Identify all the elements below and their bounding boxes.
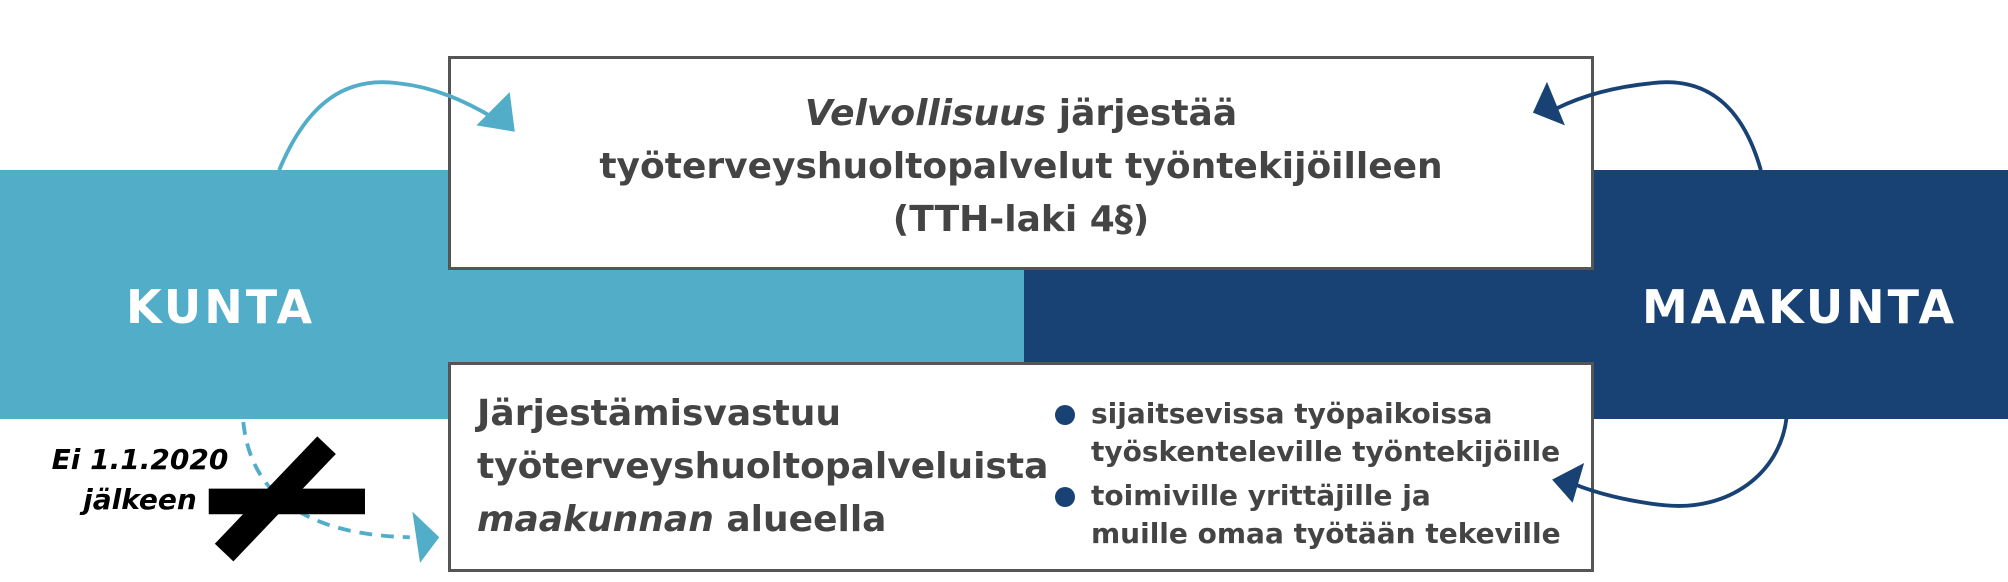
obligation-line3: (TTH-laki 4§) bbox=[892, 199, 1150, 240]
arrowhead-icon bbox=[1552, 463, 1585, 503]
crossed-note-line1: Ei 1.1.2020 bbox=[51, 443, 229, 476]
arrowhead-icon bbox=[476, 92, 515, 132]
responsibility-emphasis: maakunnan bbox=[477, 499, 714, 540]
bullet-item: toimiville yrittäjille ja muille omaa ty… bbox=[1051, 477, 1561, 553]
responsibility-line3: alueella bbox=[713, 499, 887, 540]
crossed-note-line2: jälkeen bbox=[83, 483, 197, 516]
crossed-note: Ei 1.1.2020 jälkeen bbox=[40, 440, 240, 520]
bullet-dot-icon bbox=[1055, 405, 1075, 425]
bullet-dot-icon bbox=[1055, 487, 1075, 507]
bullet-item: sijaitsevissa työpaikoissa työskentelevi… bbox=[1051, 395, 1561, 471]
obligation-line2: työterveyshuoltopalvelut työntekijöillee… bbox=[599, 146, 1443, 187]
kunta-label: KUNTA bbox=[126, 280, 316, 334]
maakunta-to-bottom-arrow-icon bbox=[1571, 418, 1789, 508]
bullet-line: toimiville yrittäjille ja bbox=[1091, 479, 1431, 512]
maakunta-label: MAAKUNTA bbox=[1642, 280, 1958, 334]
responsibility-box: Järjestämisvastuu työterveyshuoltopalvel… bbox=[448, 362, 1594, 572]
arrowhead-icon bbox=[412, 511, 440, 563]
obligation-emphasis: Velvollisuus bbox=[804, 93, 1047, 134]
obligation-box: Velvollisuus järjestää työterveyshuoltop… bbox=[448, 56, 1594, 270]
kunta-to-top-arrow-icon bbox=[277, 80, 495, 171]
arrowhead-icon bbox=[1532, 81, 1565, 126]
obligation-line1: järjestää bbox=[1046, 93, 1238, 134]
bullet-line: muille omaa työtään tekeville bbox=[1091, 517, 1561, 550]
maakunta-to-top-arrow-icon bbox=[1555, 80, 1763, 171]
responsibility-line2: työterveyshuoltopalveluista bbox=[477, 446, 1049, 487]
bullet-line: työskenteleville työntekijöille bbox=[1091, 435, 1561, 468]
bullet-line: sijaitsevissa työpaikoissa bbox=[1091, 397, 1493, 430]
responsibility-line1: Järjestämisvastuu bbox=[477, 393, 842, 434]
